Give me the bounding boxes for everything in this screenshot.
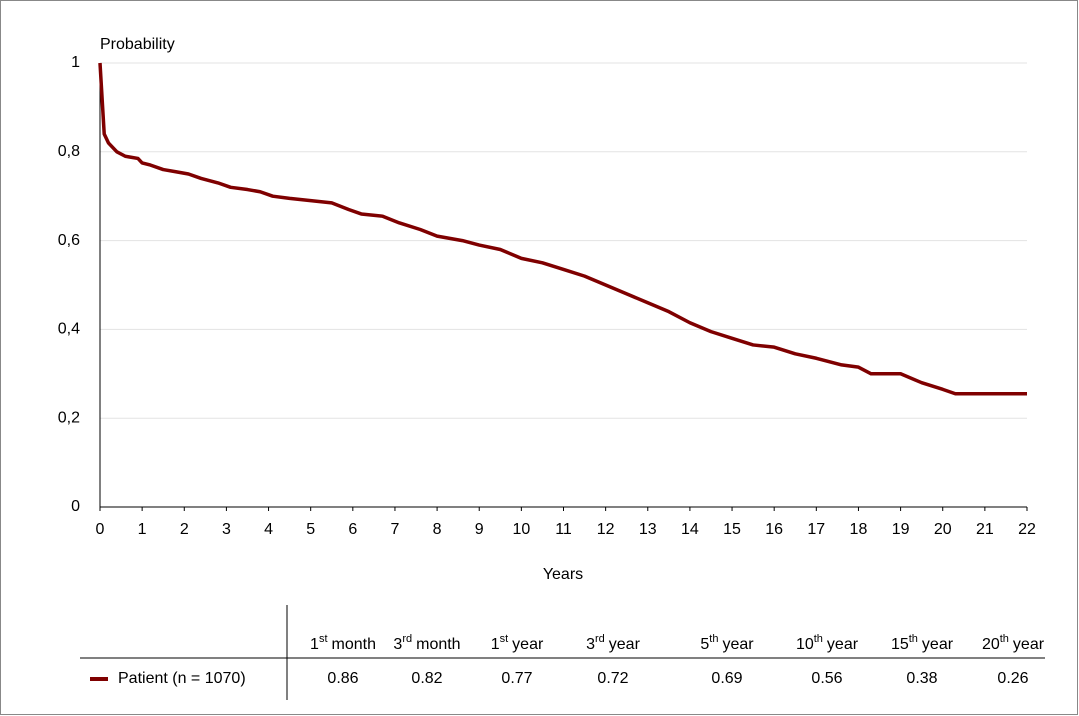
x-tick-label: 13	[639, 521, 657, 538]
x-tick-label: 11	[555, 521, 572, 538]
x-tick-label: 12	[597, 521, 615, 538]
x-tick-label: 7	[391, 521, 400, 538]
x-tick-label: 4	[264, 521, 273, 538]
y-axis-label: Probability	[100, 36, 175, 53]
table-value: 0.56	[811, 670, 842, 687]
header-number: 3	[393, 636, 402, 653]
y-tick-label: 0,2	[58, 409, 80, 426]
x-tick-label: 14	[681, 521, 699, 538]
x-tick-label: 19	[892, 521, 910, 538]
y-tick-label: 0,6	[58, 232, 80, 249]
x-tick-label: 0	[96, 521, 105, 538]
column-header: 5th year	[700, 633, 754, 653]
header-unit: year	[1013, 636, 1045, 653]
legend-label: Patient (n = 1070)	[118, 670, 246, 687]
header-superscript: st	[500, 633, 509, 645]
column-header: 10th year	[796, 633, 859, 653]
y-tick-label: 1	[71, 54, 80, 71]
header-number: 10	[796, 636, 814, 653]
y-tick-label: 0,8	[58, 143, 80, 160]
x-tick-label: 9	[475, 521, 484, 538]
header-unit: year	[512, 636, 544, 653]
x-tick-label: 2	[180, 521, 189, 538]
y-tick-label: 0	[71, 498, 80, 515]
survival-line	[98, 62, 1027, 396]
x-tick-label: 3	[222, 521, 231, 538]
table-value: 0.77	[501, 670, 532, 687]
header-unit: year	[827, 636, 859, 653]
column-header: 15th year	[891, 633, 954, 653]
column-header: 1st year	[491, 633, 544, 653]
x-tick-label: 8	[433, 521, 442, 538]
x-tick-label: 18	[850, 521, 868, 538]
column-header: 20th year	[982, 633, 1045, 653]
x-axis-label: Years	[543, 566, 583, 583]
x-tick-label: 17	[807, 521, 825, 538]
header-unit: year	[722, 636, 754, 653]
table-value: 0.82	[411, 670, 442, 687]
column-header: 1st month	[310, 633, 376, 653]
header-unit: year	[922, 636, 954, 653]
x-tick-label: 22	[1018, 521, 1036, 538]
header-unit: year	[609, 636, 641, 653]
header-unit: month	[416, 636, 460, 653]
header-unit: month	[332, 636, 376, 653]
column-header: 3rd month	[393, 633, 460, 653]
x-tick-label: 5	[306, 521, 315, 538]
header-superscript: th	[709, 633, 718, 645]
column-header: 3rd year	[586, 633, 640, 653]
table-value: 0.38	[906, 670, 937, 687]
x-tick-label: 15	[723, 521, 741, 538]
x-tick-label: 20	[934, 521, 952, 538]
header-superscript: th	[1000, 633, 1009, 645]
header-number: 5	[700, 636, 709, 653]
header-superscript: th	[909, 633, 918, 645]
header-number: 1	[310, 636, 319, 653]
x-tick-label: 1	[138, 521, 147, 538]
header-superscript: rd	[595, 633, 605, 645]
table-value: 0.72	[597, 670, 628, 687]
table-value: 0.69	[711, 670, 742, 687]
header-superscript: th	[814, 633, 823, 645]
x-tick-label: 10	[512, 521, 530, 538]
x-tick-label: 21	[976, 521, 994, 538]
x-tick-label: 6	[348, 521, 357, 538]
header-number: 15	[891, 636, 909, 653]
y-tick-label: 0,4	[58, 321, 80, 338]
header-superscript: rd	[402, 633, 412, 645]
table-value: 0.86	[327, 670, 358, 687]
x-tick-label: 16	[765, 521, 783, 538]
table-value: 0.26	[997, 670, 1028, 687]
header-number: 3	[586, 636, 595, 653]
header-superscript: st	[319, 633, 328, 645]
header-number: 20	[982, 636, 1000, 653]
header-number: 1	[491, 636, 500, 653]
